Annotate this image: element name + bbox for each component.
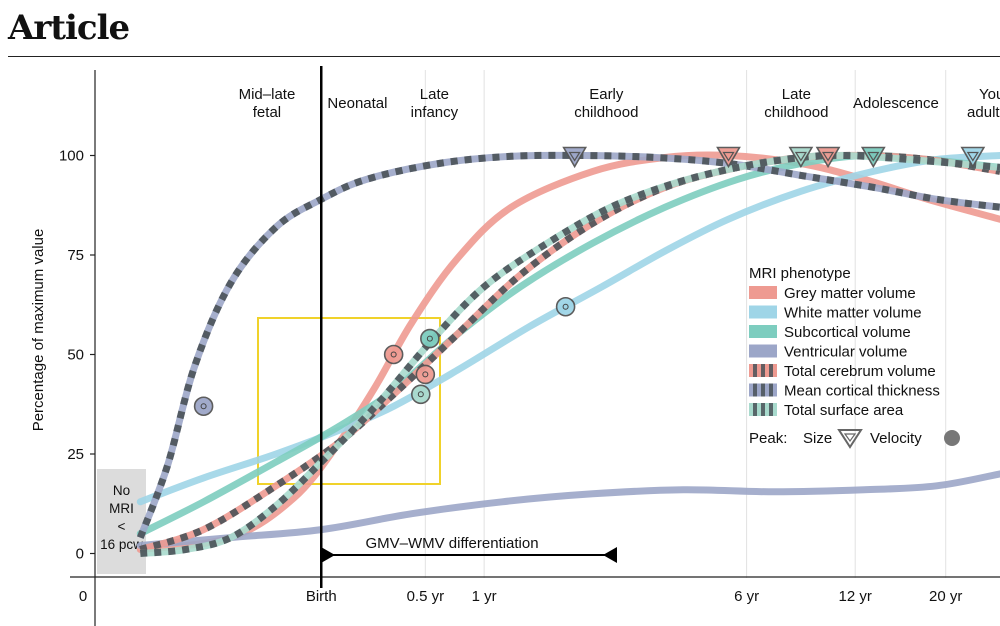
legend-swatch: [749, 305, 777, 319]
peak-size-marker-inner: [821, 151, 835, 162]
peak-velocity-marker-center: [426, 335, 433, 342]
y-tick-label: 50: [67, 347, 84, 364]
legend-swatch-dash: [769, 403, 773, 416]
legend-label: Subcortical volume: [784, 324, 911, 341]
x-tick-label: Birth: [306, 588, 337, 605]
x-tick-label: 20 yr: [929, 588, 962, 605]
legend-peak-size-label: Size: [803, 430, 832, 447]
legend-label: Total surface area: [784, 402, 904, 419]
peak-velocity-marker: [415, 364, 436, 385]
no-mri-label: No: [113, 483, 130, 498]
stage-label: Early: [589, 86, 624, 103]
series-total-surface-area-dash: [139, 151, 1000, 557]
legend-label: Mean cortical thickness: [784, 383, 940, 400]
page-title: Article: [8, 8, 130, 48]
legend-swatch-dash: [769, 364, 773, 377]
x-tick-label: 0: [79, 588, 87, 605]
peak-size-marker-inner: [568, 151, 581, 162]
legend-swatch: [749, 344, 777, 358]
legend-swatch: [749, 325, 777, 338]
legend-label: Ventricular volume: [784, 344, 907, 361]
gmv-wmv-arrow-left: [321, 547, 335, 563]
x-tick-label: 6 yr: [734, 588, 759, 605]
peak-velocity-marker-center: [562, 303, 569, 310]
no-mri-box: [97, 469, 146, 574]
stage-label: infancy: [411, 104, 459, 121]
x-tick-label: 0.5 yr: [407, 588, 445, 605]
stage-label: Adolescence: [853, 95, 939, 112]
legend-peak-velocity-icon: [944, 430, 960, 446]
legend-label: Total cerebrum volume: [784, 363, 936, 380]
legend-swatch-dash: [753, 364, 757, 377]
stage-label: Late: [420, 86, 449, 103]
peak-velocity-marker-center: [390, 351, 397, 358]
x-tick-label: 12 yr: [839, 588, 872, 605]
series-mean-cortical-thickness-dash: [137, 151, 1000, 539]
peak-size-marker-inner: [794, 151, 807, 162]
gmv-wmv-arrow-right: [603, 547, 617, 563]
stage-label: Young: [979, 86, 1000, 103]
y-tick-label: 75: [67, 247, 84, 264]
legend-swatch-dash: [769, 383, 773, 397]
stage-label: Mid–late: [239, 86, 296, 103]
y-tick-label: 0: [76, 546, 84, 563]
peak-velocity-marker: [420, 328, 440, 349]
legend-swatch-dash: [761, 383, 765, 397]
highlight-box: [257, 317, 441, 485]
legend-title: MRI phenotype: [749, 265, 851, 282]
peak-size-marker-inner: [867, 151, 880, 162]
legend-swatch-dash: [761, 403, 765, 416]
stage-label: childhood: [764, 104, 828, 121]
stage-label: Neonatal: [327, 95, 387, 112]
peak-size-marker-inner: [722, 151, 735, 162]
stage-label: childhood: [574, 104, 638, 121]
series-ventricular-volume: [136, 470, 1000, 549]
legend-swatch-dash: [753, 403, 757, 416]
legend-label: White matter volume: [784, 305, 922, 322]
series-grey-matter-volume: [136, 151, 1000, 553]
x-tick-label: 1 yr: [472, 588, 497, 605]
legend-peak-size-icon-inner: [843, 433, 857, 443]
stage-label: adulthood: [967, 104, 1000, 121]
legend-peak-label: Peak:: [749, 430, 787, 447]
no-mri-label: <: [118, 519, 126, 534]
peak-velocity-marker-center: [417, 391, 424, 398]
no-mri-label: MRI: [109, 501, 134, 516]
legend-swatch: [749, 286, 777, 299]
stage-label: fetal: [253, 104, 281, 121]
legend-peak-velocity-label: Velocity: [870, 430, 922, 447]
stage-label: Late: [782, 86, 811, 103]
y-tick-label: 100: [59, 148, 84, 165]
peak-velocity-marker: [410, 384, 431, 405]
gmv-wmv-label: GMV–WMV differentiation: [365, 535, 538, 552]
legend-swatch-dash: [761, 364, 765, 377]
peak-velocity-marker-center: [422, 371, 429, 378]
y-axis-label: Percentage of maximum value: [30, 229, 47, 432]
peak-velocity-marker: [555, 296, 576, 317]
legend-peak-size-icon: [837, 429, 863, 449]
peak-velocity-marker-center: [200, 403, 207, 410]
legend-swatch-dash: [753, 383, 757, 397]
y-tick-label: 25: [67, 446, 84, 463]
peak-velocity-marker: [383, 344, 404, 365]
peak-size-marker-inner: [966, 151, 979, 162]
no-mri-label: 16 pcw: [100, 537, 143, 552]
header-divider: [8, 56, 1000, 57]
peak-velocity-marker: [193, 396, 214, 417]
legend-label: Grey matter volume: [784, 285, 916, 302]
